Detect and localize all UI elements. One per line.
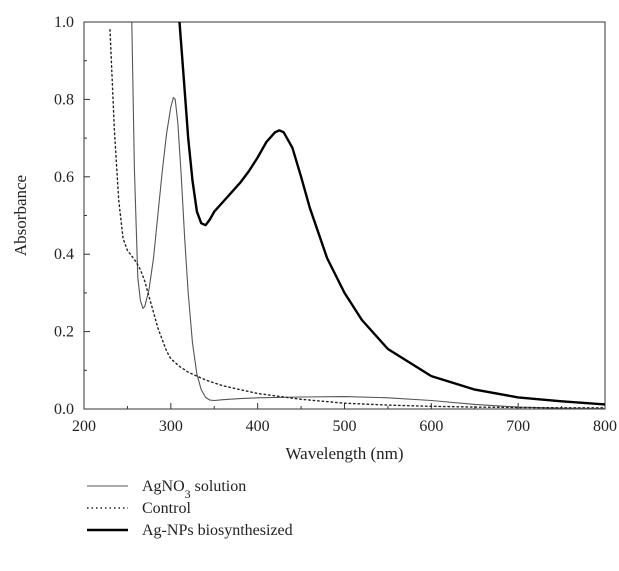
legend-item-2: Control — [87, 500, 191, 517]
y-tick-label: 0.2 — [54, 324, 74, 341]
y-tick-label: 0.6 — [54, 169, 74, 186]
y-axis-title: Absorbance — [11, 175, 30, 256]
legend-label-main: Ag-NPs biosynthesized — [142, 522, 293, 539]
legend-label: Ag-NPs biosynthesized — [142, 522, 293, 539]
series-line-1 — [131, 22, 605, 409]
series-line-2 — [109, 29, 605, 409]
x-tick-label: 400 — [246, 418, 270, 435]
legend-item-1: AgNO3 solution — [87, 478, 246, 501]
legend-label-main: Control — [142, 500, 191, 517]
y-tick-label: 1.0 — [54, 14, 74, 31]
legend-item-3: Ag-NPs biosynthesized — [87, 522, 293, 539]
x-axis-title: Wavelength (nm) — [285, 444, 403, 463]
legend-label-suffix: solution — [191, 478, 247, 495]
x-tick-label: 200 — [72, 418, 96, 435]
x-tick-label: 300 — [159, 418, 183, 435]
y-tick-label: 0.4 — [54, 246, 74, 263]
plot-area — [83, 21, 606, 410]
legend-label: Control — [142, 500, 191, 517]
series-layer — [109, 22, 605, 409]
y-axis: 0.0 0.2 0.4 0.6 0.8 1.0 — [54, 14, 90, 418]
x-tick-label: 800 — [593, 418, 617, 435]
x-tick-label: 500 — [333, 418, 357, 435]
series-line-3 — [178, 22, 605, 406]
legend-label-main: AgNO — [142, 478, 185, 495]
legend-label: AgNO3 solution — [142, 478, 246, 501]
x-tick-label: 600 — [419, 418, 443, 435]
x-tick-label: 700 — [506, 418, 530, 435]
legend-label-subscript: 3 — [185, 487, 191, 501]
y-tick-label: 0.8 — [54, 91, 74, 108]
y-tick-label: 0.0 — [54, 401, 74, 418]
plot-frame — [83, 21, 606, 410]
